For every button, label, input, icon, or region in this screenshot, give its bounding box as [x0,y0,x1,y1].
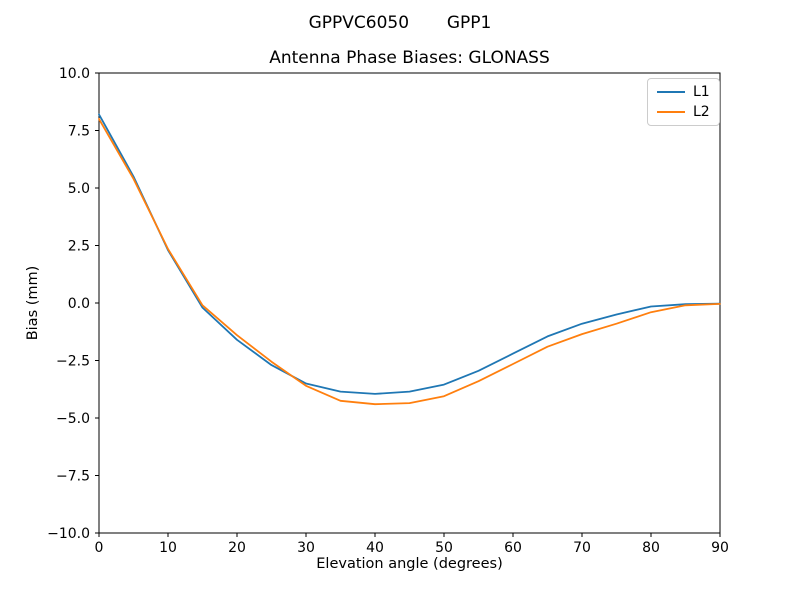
x-axis-label: Elevation angle (degrees) [316,556,503,572]
series-line-l2 [98,118,721,406]
legend-line-swatch-l1 [657,91,685,93]
chart-title: Antenna Phase Biases: GLONASS [269,48,550,68]
x-tick-label: 20 [228,540,246,556]
y-tick-label: 2.5 [68,239,90,255]
y-tick-label: −5.0 [56,411,90,427]
legend-item-l1: L1 [657,85,710,99]
x-tick-label: 90 [711,540,729,556]
y-tick-label: −10.0 [47,526,90,542]
y-axis-label: Bias (mm) [25,265,41,341]
x-tick-label: 30 [297,540,315,556]
y-tick-label: 0.0 [68,296,90,312]
x-tick-label: 80 [642,540,660,556]
axes-spines [98,72,721,534]
y-tick-label: 10.0 [59,66,90,82]
legend-label-l1: L1 [693,84,710,100]
y-tick-label: 7.5 [68,124,90,140]
legend-line-swatch-l2 [657,111,685,113]
legend-label-l2: L2 [693,104,710,120]
x-tick-label: 10 [159,540,177,556]
x-tick-label: 60 [504,540,522,556]
x-tick-label: 70 [573,540,591,556]
y-tick-label: −7.5 [56,469,90,485]
legend: L1 L2 [647,78,720,126]
legend-item-l2: L2 [657,105,710,119]
x-tick-label: 0 [95,540,104,556]
x-tick-label: 50 [435,540,453,556]
y-tick-label: −2.5 [56,354,90,370]
figure-suptitle: GPPVC6050 GPP1 [308,13,492,33]
x-tick-label: 40 [366,540,384,556]
series-line-l1 [98,113,721,395]
y-tick-label: 5.0 [68,181,90,197]
